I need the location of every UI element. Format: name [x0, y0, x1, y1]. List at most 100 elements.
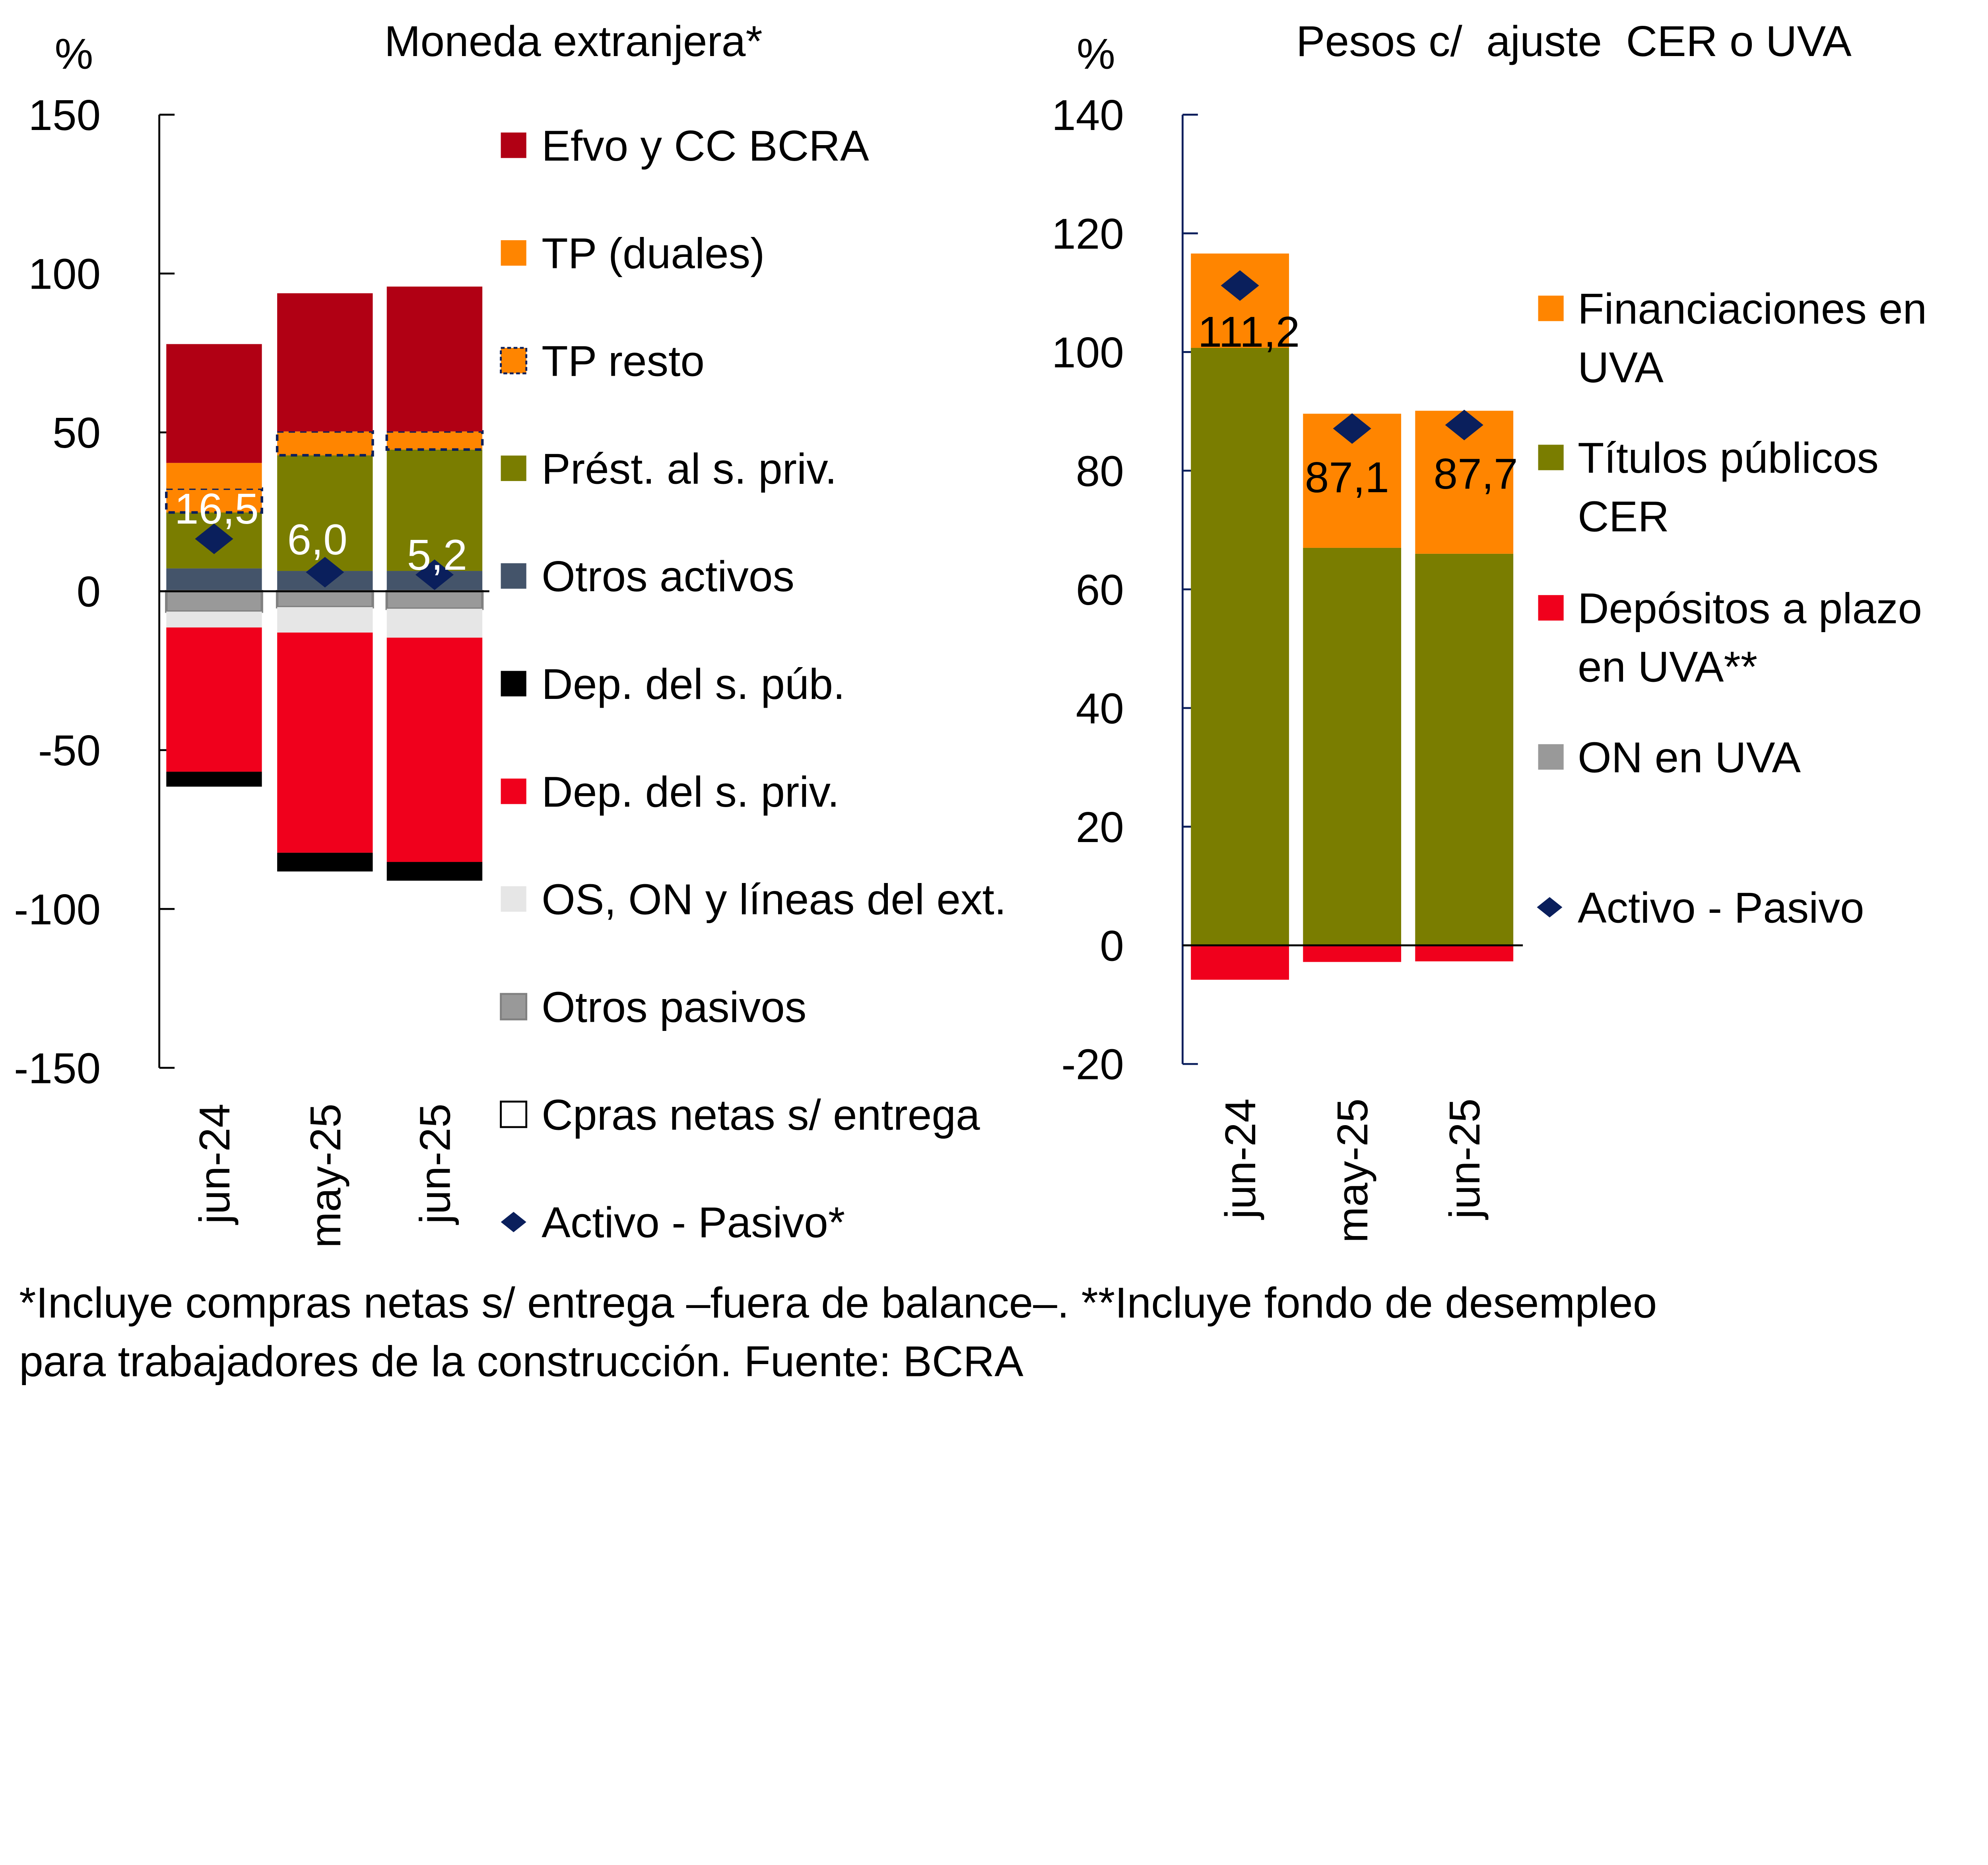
y-tick-label: -20 [1061, 1040, 1124, 1089]
bar-segment-dep-del-s-p-b- [386, 862, 483, 881]
legend-label: TP (duales) [542, 229, 765, 278]
bar-segment-os-on-y-l-neas-del-ext- [166, 611, 262, 628]
y-tick-label: 0 [1100, 922, 1124, 970]
y-tick-label: -100 [14, 885, 101, 934]
net-marker [1221, 270, 1259, 301]
legend-label: CER [1578, 493, 1669, 541]
legend-swatch [1538, 295, 1564, 321]
legend-item: Activo - Pasivo [1537, 884, 1864, 932]
legend-label: TP resto [542, 337, 705, 386]
legend-item: Efvo y CC BCRA [501, 122, 869, 170]
legend-label: Efvo y CC BCRA [542, 122, 869, 170]
net-marker [195, 523, 233, 554]
legend-item: Títulos públicos CER [1538, 434, 1879, 541]
x-category-label: jun-24 [1216, 1098, 1265, 1220]
net-data-label: 5,2 [407, 531, 467, 579]
x-category-label: jun-25 [411, 1104, 459, 1225]
legend-item: Otros activos [501, 552, 794, 601]
legend-label: Dep. del s. púb. [542, 660, 845, 708]
net-marker [1445, 409, 1483, 441]
legend-item: Otros pasivos [500, 983, 806, 1032]
bar-segment-t-tulos-p-blicos-cer [1303, 547, 1402, 945]
y-tick-label: 50 [52, 409, 101, 457]
legend-item: Prést. al s. priv. [501, 444, 837, 493]
legend-swatch [1538, 744, 1564, 770]
legend-label: Otros pasivos [542, 983, 806, 1032]
bar-segment-dep-sitos-a-plazo-en-uva- [1191, 945, 1289, 980]
y-tick-label: 60 [1076, 566, 1124, 614]
legend-swatch [500, 347, 528, 375]
legend-swatch [501, 240, 526, 266]
legend-label: en UVA** [1578, 643, 1757, 691]
legend-label: UVA [1578, 344, 1664, 392]
legend-label: Depósitos a plazo [1578, 584, 1922, 633]
legend-item: ON en UVA [1538, 733, 1801, 782]
legend-item: Dep. del s. púb. [501, 660, 845, 708]
bar-segment-t-tulos-p-blicos-cer [1191, 347, 1289, 945]
bar-segment-dep-del-s-p-b- [277, 852, 373, 872]
legend-swatch [1538, 444, 1564, 470]
bar-segment-otros-activos [166, 568, 262, 592]
legend-label: Prést. al s. priv. [542, 444, 837, 493]
legend-label: ON en UVA [1578, 733, 1801, 782]
x-category-label: may-25 [301, 1104, 350, 1248]
bar-segment-efvo-y-cc-bcra [166, 344, 262, 463]
left-chart: 150 100 50 0 -50 -100 -150 jun-24 may-25 jun-25 16… [14, 91, 1006, 1248]
legend-item: Cpras netas s/ entrega [500, 1091, 980, 1139]
y-tick-label: 150 [28, 91, 101, 140]
bar-segment-efvo-y-cc-bcra [277, 293, 373, 432]
legend-label: Activo - Pasivo [1578, 884, 1864, 932]
y-tick-label: 80 [1076, 447, 1124, 495]
x-category-label: jun-24 [190, 1104, 239, 1225]
legend-swatch [501, 886, 526, 912]
net-data-label: 6,0 [287, 515, 347, 564]
left-y-unit: % [54, 30, 93, 78]
footnote-line-2: para trabajadores de la construcción. Fu… [19, 1337, 1023, 1386]
bar-segment-dep-del-s-p-b- [166, 772, 262, 787]
y-tick-label: 20 [1076, 803, 1124, 852]
bar-segment-otros-pasivos [276, 590, 374, 609]
legend-swatch [500, 1100, 528, 1128]
bar-segment-dep-sitos-a-plazo-en-uva- [1303, 945, 1402, 962]
bar-segment-os-on-y-l-neas-del-ext- [386, 609, 483, 638]
chart-figure: Moneda extranjera* % Pesos c/ ajuste CER… [14, 17, 1927, 1386]
bar-segment-pr-st-al-s-priv- [386, 449, 483, 571]
y-tick-label: -150 [14, 1044, 101, 1093]
x-category-label: may-25 [1328, 1098, 1377, 1243]
y-tick-label: 120 [1052, 210, 1124, 258]
y-tick-label: 100 [28, 250, 101, 298]
bar-segment-dep-del-s-priv- [277, 633, 373, 853]
legend-diamond-icon [501, 1212, 526, 1232]
bar-segment-tp-resto [165, 487, 263, 514]
bar-segment-dep-sitos-a-plazo-en-uva- [1415, 945, 1514, 962]
legend-label: Activo - Pasivo* [542, 1198, 845, 1247]
bar-segment-otros-pasivos [385, 590, 484, 610]
net-data-label: 87,1 [1305, 453, 1389, 502]
legend-label: Cpras netas s/ entrega [542, 1091, 980, 1139]
y-tick-label: -50 [38, 726, 101, 775]
bar-segment-efvo-y-cc-bcra [386, 286, 483, 432]
legend-swatch [1538, 595, 1564, 621]
legend-item: TP (duales) [501, 229, 765, 278]
y-tick-label: 100 [1052, 328, 1124, 377]
legend-item: Depósitos a plazo en UVA** [1538, 584, 1922, 691]
legend-diamond-icon [1537, 897, 1563, 918]
bar-segment-os-on-y-l-neas-del-ext- [277, 607, 373, 633]
legend-item: Dep. del s. priv. [501, 768, 839, 816]
legend-swatch [501, 671, 526, 697]
legend-item: OS, ON y líneas del ext. [501, 875, 1006, 924]
legend-item: TP resto [500, 337, 705, 386]
net-marker [306, 557, 344, 588]
legend-label: Dep. del s. priv. [542, 768, 839, 816]
legend-label: OS, ON y líneas del ext. [542, 875, 1006, 924]
y-tick-label: 40 [1076, 684, 1124, 733]
bar-segment-tp-resto [276, 430, 374, 457]
bar-segment-t-tulos-p-blicos-cer [1415, 553, 1514, 945]
legend-label: Títulos públicos [1578, 434, 1879, 482]
bar-segment-dep-del-s-priv- [166, 627, 262, 772]
y-tick-label: 0 [77, 568, 101, 616]
legend-item: Financiaciones en UVA [1538, 285, 1927, 392]
legend-swatch [500, 993, 528, 1021]
right-chart-title: Pesos c/ ajuste CER o UVA [1296, 17, 1852, 66]
net-marker [1333, 413, 1371, 444]
